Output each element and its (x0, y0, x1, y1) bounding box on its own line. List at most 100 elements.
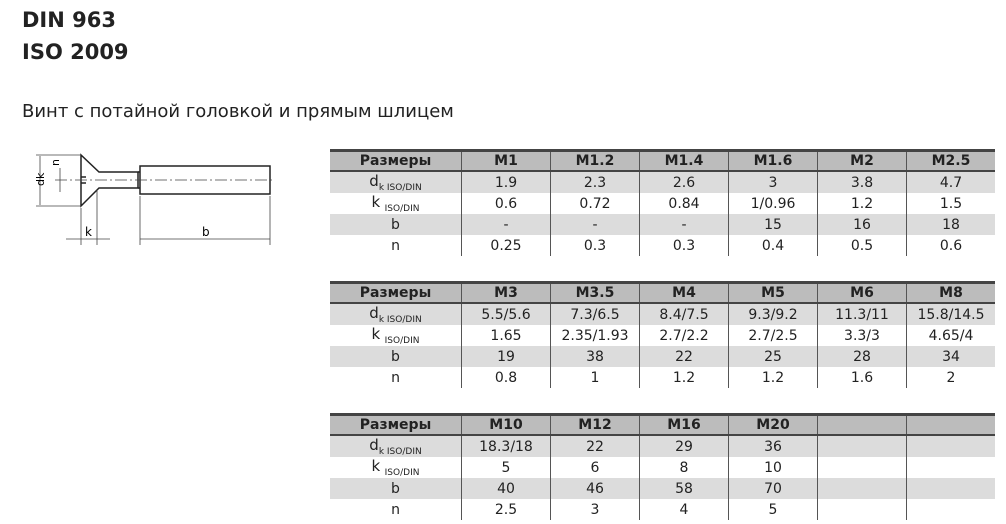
cell: 1.5 (906, 193, 995, 214)
cell (817, 457, 907, 478)
cell: 2.35/1.93 (550, 325, 640, 346)
cell: 36 (728, 435, 818, 457)
dk-label: dk (34, 172, 47, 186)
cell: 1.2 (728, 367, 818, 388)
cell (906, 457, 995, 478)
cell (817, 499, 907, 520)
table-row-sizes: Размеры M1 M1.2 M1.4 M1.6 M2 M2.5 (330, 149, 995, 172)
subtitle: Винт с потайной головкой и прямым шлицем (22, 101, 454, 122)
cell: 2 (906, 367, 995, 388)
table-row-dk: dk ISO/DIN 1.9 2.3 2.6 3 3.8 4.7 (330, 171, 995, 193)
cell: 8.4/7.5 (639, 303, 729, 325)
cell: M2 (817, 149, 907, 172)
cell: 3.3/3 (817, 325, 907, 346)
cell: 18.3/18 (461, 435, 551, 457)
cell: M1.6 (728, 149, 818, 172)
standard-iso: ISO 2009 (22, 40, 129, 64)
cell: M4 (639, 281, 729, 304)
cell: 2.7/2.2 (639, 325, 729, 346)
cell: M5 (728, 281, 818, 304)
row-label: k ISO/DIN (330, 457, 462, 478)
cell (906, 478, 995, 499)
row-label: b (330, 214, 462, 235)
cell: 7.3/6.5 (550, 303, 640, 325)
cell: 58 (639, 478, 729, 499)
cell (906, 413, 995, 436)
row-label: b (330, 478, 462, 499)
cell (906, 435, 995, 457)
row-label: dk ISO/DIN (330, 435, 462, 457)
cell: 11.3/11 (817, 303, 907, 325)
row-label: Размеры (330, 149, 462, 172)
row-label: b (330, 346, 462, 367)
cell: 2.7/2.5 (728, 325, 818, 346)
table-row-sizes: Размеры M3 M3.5 M4 M5 M6 M8 (330, 281, 995, 304)
row-label: n (330, 499, 462, 520)
cell: M20 (728, 413, 818, 436)
cell: M2.5 (906, 149, 995, 172)
cell (817, 413, 907, 436)
cell: 28 (817, 346, 907, 367)
cell: M3.5 (550, 281, 640, 304)
cell: M1 (461, 149, 551, 172)
row-label: k ISO/DIN (330, 193, 462, 214)
cell: 19 (461, 346, 551, 367)
cell: - (550, 214, 640, 235)
table-row-b: b 40 46 58 70 (330, 478, 995, 499)
cell: 40 (461, 478, 551, 499)
cell: 0.84 (639, 193, 729, 214)
cell: M1.4 (639, 149, 729, 172)
dimensions-table: Размеры M10 M12 M16 M20 dk ISO/DIN 18.3/18 22 29… (330, 413, 995, 520)
cell: 0.8 (461, 367, 551, 388)
screw-drawing: dk n k b (34, 153, 275, 245)
cell: M6 (817, 281, 907, 304)
cell: 9.3/9.2 (728, 303, 818, 325)
table-row-n: n 2.5 3 4 5 (330, 499, 995, 520)
cell: M3 (461, 281, 551, 304)
cell: 1.2 (817, 193, 907, 214)
cell: 46 (550, 478, 640, 499)
cell (817, 435, 907, 457)
cell: 70 (728, 478, 818, 499)
cell: 1 (550, 367, 640, 388)
cell (906, 499, 995, 520)
k-label: k (85, 225, 92, 239)
row-label: Размеры (330, 413, 462, 436)
cell: 38 (550, 346, 640, 367)
row-label: k ISO/DIN (330, 325, 462, 346)
cell: 25 (728, 346, 818, 367)
row-label: n (330, 235, 462, 256)
cell: 22 (639, 346, 729, 367)
cell: 18 (906, 214, 995, 235)
cell: 2.3 (550, 171, 640, 193)
cell: 0.3 (550, 235, 640, 256)
table-row-b: b 19 38 22 25 28 34 (330, 346, 995, 367)
b-label: b (202, 225, 210, 239)
cell: 4.7 (906, 171, 995, 193)
table-row-dk: dk ISO/DIN 5.5/5.6 7.3/6.5 8.4/7.5 9.3/9.2 11… (330, 303, 995, 325)
cell: 3 (550, 499, 640, 520)
table-row-k: k ISO/DIN 1.65 2.35/1.93 2.7/2.2 2.7/2.5 3.3/… (330, 325, 995, 346)
cell: M16 (639, 413, 729, 436)
cell: 0.72 (550, 193, 640, 214)
cell (817, 478, 907, 499)
cell: 2.6 (639, 171, 729, 193)
table-row-dk: dk ISO/DIN 18.3/18 22 29 36 (330, 435, 995, 457)
cell: 0.6 (461, 193, 551, 214)
cell: - (461, 214, 551, 235)
cell: 0.6 (906, 235, 995, 256)
cell: 4 (639, 499, 729, 520)
cell: - (639, 214, 729, 235)
row-label: dk ISO/DIN (330, 171, 462, 193)
cell: 2.5 (461, 499, 551, 520)
cell: 29 (639, 435, 729, 457)
cell: 16 (817, 214, 907, 235)
cell: 0.3 (639, 235, 729, 256)
cell: 5.5/5.6 (461, 303, 551, 325)
cell: 15.8/14.5 (906, 303, 995, 325)
cell: 0.4 (728, 235, 818, 256)
cell: 3 (728, 171, 818, 193)
cell: 5 (461, 457, 551, 478)
table-row-n: n 0.25 0.3 0.3 0.4 0.5 0.6 (330, 235, 995, 256)
cell: 8 (639, 457, 729, 478)
